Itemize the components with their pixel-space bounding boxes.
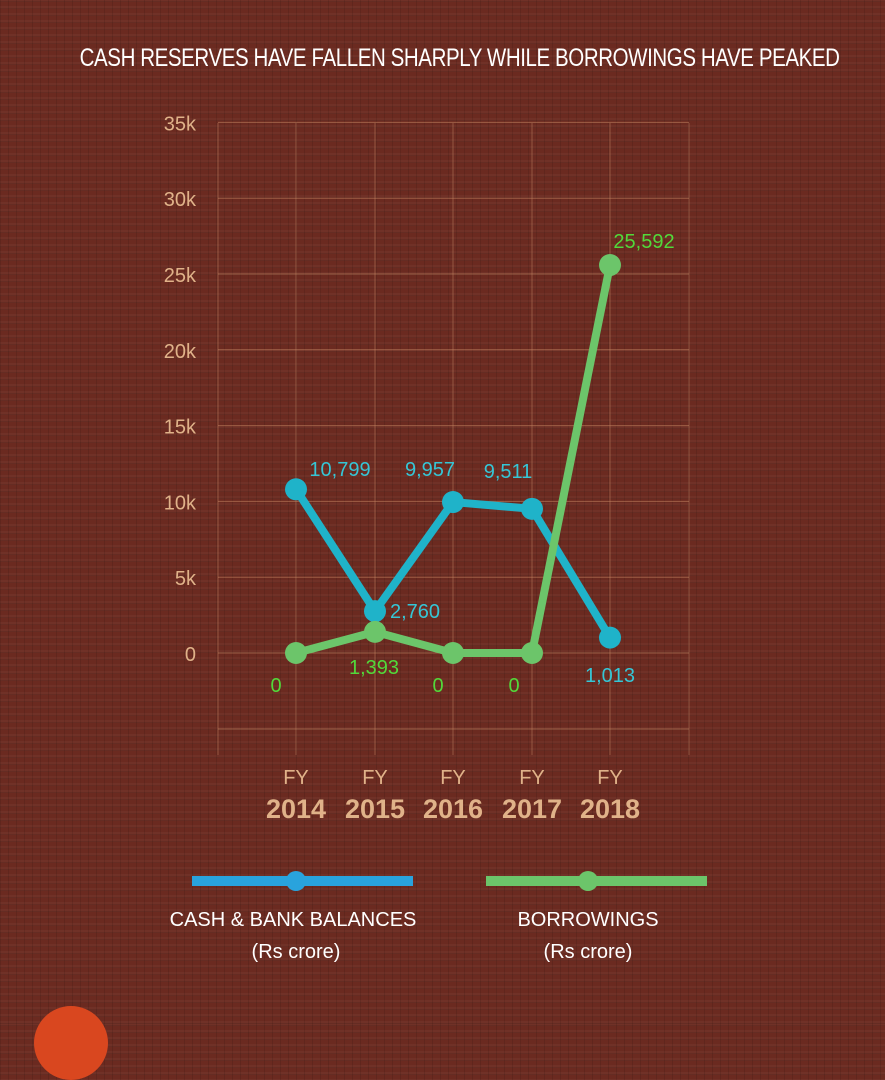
legend-borrowings-marker-icon: [578, 871, 598, 891]
series-group: [285, 254, 621, 664]
cash-data-label: 9,957: [405, 459, 455, 481]
cash-data-label: 10,799: [309, 459, 370, 481]
data-point-marker: [442, 642, 464, 664]
data-point-marker: [521, 642, 543, 664]
cash-data-label: 2,760: [390, 601, 440, 623]
borrowings-data-label: 25,592: [613, 231, 674, 253]
legend-borrowings-unit: (Rs crore): [544, 941, 633, 963]
legend-cash-marker-icon: [286, 871, 306, 891]
legend-borrowings: BORROWINGS (Rs crore): [486, 871, 707, 963]
data-point-marker: [364, 600, 386, 623]
borrowings-data-label: 1,393: [349, 657, 399, 679]
legend: CASH & BANK BALANCES (Rs crore) BORROWIN…: [170, 871, 707, 963]
data-point-marker: [442, 491, 464, 514]
x-tick-year: 2014: [266, 794, 326, 824]
cash-series: [285, 478, 621, 649]
borrowings-series: [285, 254, 621, 664]
x-tick-year: 2017: [502, 794, 562, 824]
borrowings-data-label: 0: [508, 675, 519, 697]
y-axis-ticks: 0 5k 10k 15k 20k 25k 30k 35k: [164, 113, 197, 666]
line-chart: 0 5k 10k 15k 20k 25k 30k 35k FY 2014 FY 2015 FY 2016…: [164, 113, 707, 963]
x-tick-prefix: FY: [519, 767, 545, 789]
x-tick-prefix: FY: [362, 767, 388, 789]
data-point-marker: [521, 497, 543, 520]
data-point-marker: [364, 620, 386, 643]
cash-data-label: 1,013: [585, 665, 635, 687]
chart-title: CASH RESERVES HAVE FALLEN SHARPLY WHILE …: [79, 44, 840, 72]
data-point-marker: [599, 626, 621, 649]
legend-cash-unit: (Rs crore): [252, 941, 341, 963]
y-tick-label: 25k: [164, 265, 197, 287]
x-tick-year: 2016: [423, 794, 483, 824]
decorative-circle-icon: [34, 1006, 108, 1080]
legend-borrowings-label: BORROWINGS: [517, 909, 658, 931]
x-tick-prefix: FY: [283, 767, 309, 789]
y-tick-label: 20k: [164, 341, 197, 363]
x-tick-year: 2018: [580, 794, 640, 824]
borrowings-data-label: 0: [432, 675, 443, 697]
x-tick-prefix: FY: [440, 767, 466, 789]
data-point-marker: [285, 478, 307, 501]
data-point-marker: [285, 642, 307, 664]
y-tick-label: 35k: [164, 113, 197, 135]
y-tick-label: 0: [185, 644, 196, 666]
x-tick-year: 2015: [345, 794, 405, 824]
y-tick-label: 10k: [164, 492, 197, 514]
cash-data-label: 9,511: [484, 461, 533, 483]
data-labels: 10,799 2,760 9,957 9,511 1,013 0 1,393 0 0 25,592: [270, 231, 674, 697]
data-point-marker: [599, 254, 621, 277]
x-axis-ticks: FY 2014 FY 2015 FY 2016 FY 2017 FY 2018: [266, 767, 640, 824]
borrowings-data-label: 0: [270, 675, 281, 697]
x-tick-prefix: FY: [597, 767, 623, 789]
legend-cash-label: CASH & BANK BALANCES: [170, 909, 417, 931]
y-tick-label: 5k: [175, 568, 197, 590]
y-tick-label: 15k: [164, 417, 197, 439]
y-tick-label: 30k: [164, 189, 197, 211]
legend-cash: CASH & BANK BALANCES (Rs crore): [170, 871, 417, 963]
